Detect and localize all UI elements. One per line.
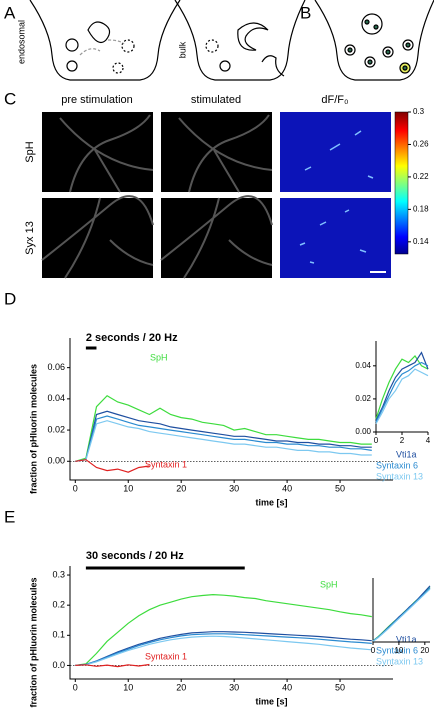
diagram-bulk (174, 0, 306, 81)
y-tick-label: 0.0 (52, 660, 65, 670)
x-axis-label: time [s] (255, 497, 287, 507)
x-tick-label: 30 (229, 682, 239, 692)
y-tick-label: 0.00 (47, 456, 65, 466)
stimulus-bar (85, 566, 245, 570)
colorbar-tick-label: 0.3 (413, 107, 425, 116)
y-tick-label: 0.2 (52, 600, 65, 610)
series-line (75, 394, 372, 462)
y-axis-label: fraction of pHluorin molecules (28, 364, 38, 494)
colorbar-scale (394, 111, 409, 255)
series-label: Syntaxin 6 (376, 460, 418, 470)
stimulus-label: 2 seconds / 20 Hz (86, 332, 178, 344)
panel-label: E (4, 507, 15, 526)
x-tick-label: 0 (73, 483, 78, 493)
x-tick-label: 4 (426, 436, 431, 445)
x-tick-label: 30 (229, 483, 239, 493)
colorbar-tick-label: 0.18 (413, 204, 429, 213)
x-tick-label: 0 (374, 436, 379, 445)
column-header: pre stimulation (61, 94, 133, 106)
x-tick-label: 10 (123, 483, 133, 493)
y-tick-label: 0.02 (47, 424, 65, 434)
x-tick-label: 20 (176, 483, 186, 493)
diagram-sorting (314, 0, 434, 81)
series-label: Syntaxin 13 (376, 656, 423, 666)
x-tick-label: 10 (394, 646, 403, 655)
series-label: SpH (150, 352, 168, 362)
panel-label: A (4, 3, 16, 22)
series-line (75, 631, 372, 666)
x-axis-label: time [s] (255, 696, 287, 706)
series-line (375, 354, 429, 419)
colorbar-tick-label: 0.26 (413, 140, 429, 149)
micrographs (41, 112, 391, 279)
series-label: SpH (320, 579, 338, 589)
panel-label: C (4, 89, 16, 108)
x-tick-label: 50 (335, 682, 345, 692)
y-tick-label: 0.04 (47, 393, 65, 403)
x-tick-label: 50 (335, 483, 345, 493)
colorbar-tick-label: 0.22 (413, 172, 429, 181)
x-tick-label: 2 (400, 436, 405, 445)
diagram-endosomal (29, 0, 181, 81)
y-tick-label: 0.02 (355, 394, 371, 403)
panel-label: B (300, 3, 311, 22)
y-axis-label: fraction of pHluorin molecules (28, 577, 38, 707)
series-line (375, 351, 429, 421)
diagram-label: bulk (177, 41, 187, 58)
x-tick-label: 10 (123, 682, 133, 692)
series-label: Syntaxin 1 (145, 651, 187, 661)
series-line (75, 415, 372, 462)
column-header: stimulated (191, 94, 241, 106)
x-tick-label: 40 (282, 483, 292, 493)
panel-label: D (4, 289, 16, 308)
row-header: Syx 13 (24, 221, 36, 255)
series-label: Syntaxin 13 (376, 471, 423, 481)
column-header: dF/F₀ (321, 94, 348, 106)
series-line (75, 663, 150, 668)
y-tick-label: 0.06 (47, 362, 65, 372)
series-line (375, 361, 429, 423)
series-line (75, 635, 372, 666)
y-tick-label: 0.00 (355, 427, 371, 436)
series-label: Vti1a (396, 449, 417, 459)
series-label: Syntaxin 1 (145, 459, 187, 469)
series-line (375, 368, 429, 424)
axis (372, 578, 430, 643)
row-header: SpH (24, 141, 36, 162)
x-tick-label: 40 (282, 682, 292, 692)
axis (69, 338, 393, 481)
colorbar-tick-label: 0.14 (413, 237, 429, 246)
y-tick-label: 0.1 (52, 630, 65, 640)
x-tick-label: 0 (73, 682, 78, 692)
series-line (75, 410, 372, 462)
series-line (372, 588, 431, 642)
stimulus-bar (85, 346, 97, 350)
series-line (75, 593, 372, 666)
y-tick-label: 0.3 (52, 569, 65, 579)
x-tick-label: 20 (176, 682, 186, 692)
series-label: Vti1a (396, 634, 417, 644)
series-line (75, 420, 372, 462)
x-tick-label: 0 (371, 646, 376, 655)
axis (69, 566, 393, 680)
y-tick-label: 0.04 (355, 361, 371, 370)
colorbar: 0.3 0.26 0.22 0.18 0.14 (394, 107, 429, 255)
series-line (75, 633, 372, 666)
stimulus-label: 30 seconds / 20 Hz (86, 550, 184, 562)
series-label: Syntaxin 6 (376, 645, 418, 655)
series-line (75, 459, 150, 473)
x-tick-label: 20 (420, 646, 429, 655)
diagram-label: endosomal (16, 20, 26, 64)
